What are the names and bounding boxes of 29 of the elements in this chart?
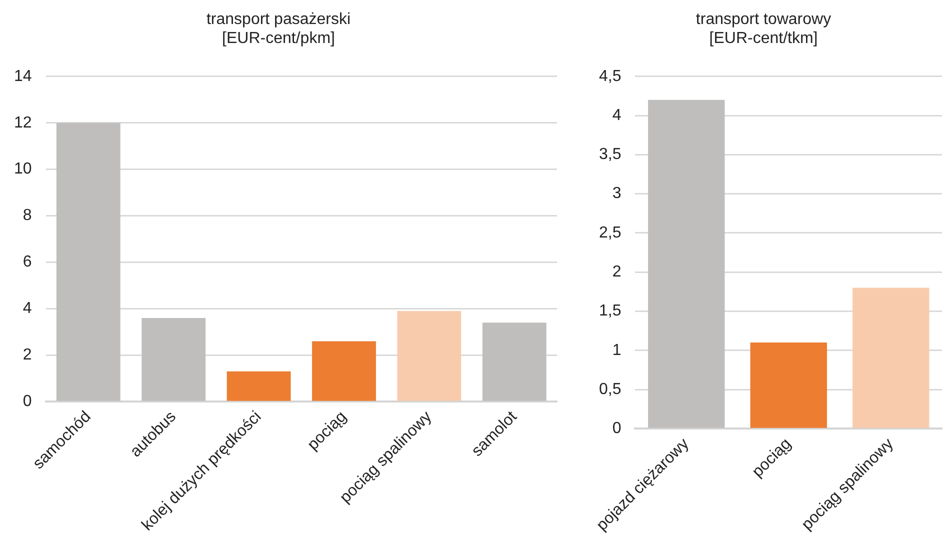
y-tick-label: 8 <box>22 207 32 224</box>
y-tick-label: 2 <box>22 346 32 364</box>
chart-title: transport pasażerski [EUR-cent/pkm] <box>206 11 351 48</box>
y-tick-label: 0 <box>22 393 32 410</box>
y-tick-label: 2 <box>612 263 622 280</box>
y-tick-label: 4 <box>22 300 32 318</box>
bar <box>648 100 725 428</box>
bar <box>56 122 120 401</box>
y-tick-label: 6 <box>22 254 32 271</box>
bar <box>397 311 462 401</box>
chart-title: transport towarowy [EUR-cent/tkm] <box>696 11 832 48</box>
bar <box>226 371 291 401</box>
y-tick-label: 10 <box>14 160 32 178</box>
y-tick-label: 1,5 <box>598 302 622 320</box>
bar <box>750 342 827 428</box>
bar <box>142 318 206 401</box>
y-tick-label: 0,5 <box>598 380 622 398</box>
y-tick-label: 4,5 <box>598 68 622 85</box>
bar <box>482 322 546 401</box>
y-tick-label: 1 <box>612 342 622 359</box>
y-tick-label: 14 <box>14 68 32 85</box>
y-tick-label: 3,5 <box>598 146 622 164</box>
y-tick-label: 4 <box>612 106 622 124</box>
y-tick-label: 3 <box>612 185 622 202</box>
bar <box>852 288 930 428</box>
y-tick-label: 0 <box>612 420 622 438</box>
y-tick-label: 2,5 <box>598 224 622 242</box>
bar <box>312 341 376 401</box>
y-tick-label: 12 <box>14 114 32 132</box>
